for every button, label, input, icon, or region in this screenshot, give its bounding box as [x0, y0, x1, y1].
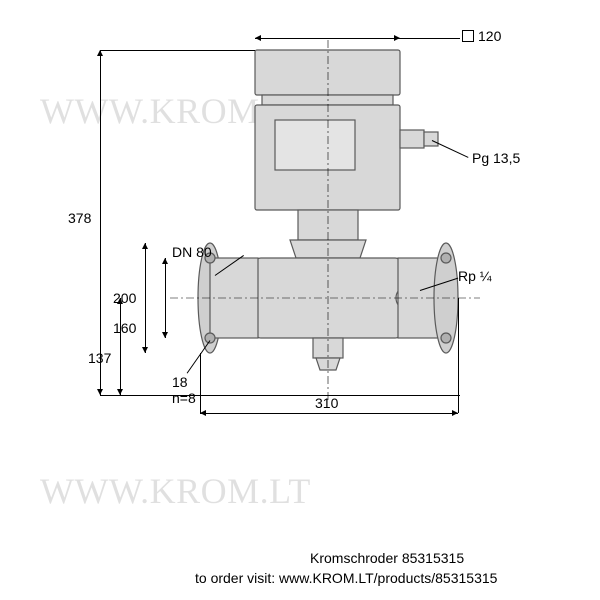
drawing-canvas: WWW.KROM.LT WWW.KROM.LT	[0, 0, 600, 600]
dim-line-200	[145, 243, 146, 353]
dim-extension	[400, 38, 460, 39]
dim-boxwidth: 120	[478, 28, 501, 44]
baseline	[100, 395, 460, 396]
ext-310-l	[200, 353, 201, 413]
dim-bolt-count: n=8	[172, 390, 196, 406]
dim-line-boxwidth	[255, 38, 400, 39]
dim-bolt-hole: 18	[172, 374, 188, 390]
footer-brand: Kromschroder 85315315	[310, 550, 464, 566]
dim-nominal-dia: DN 80	[172, 244, 212, 260]
arrow	[97, 50, 103, 56]
arrow	[162, 332, 168, 338]
arrow	[162, 258, 168, 264]
brand-text: Kromschroder	[310, 550, 398, 566]
square-symbol	[462, 30, 474, 42]
dim-flange-bcd: 160	[113, 320, 136, 336]
arrow	[117, 298, 123, 304]
dim-line-310	[200, 413, 458, 414]
ext-310-r	[458, 298, 459, 413]
arrow	[142, 243, 148, 249]
arrow	[452, 410, 458, 416]
dim-centerline-height: 137	[88, 350, 111, 366]
footer-order-text: to order visit: www.KROM.LT/products/853…	[195, 570, 497, 586]
dim-total-height: 378	[68, 210, 91, 226]
dim-line-378	[100, 50, 101, 395]
arrow	[142, 347, 148, 353]
dim-line-137	[120, 298, 121, 395]
dim-body-length: 310	[315, 395, 338, 411]
ext-378-top	[100, 50, 255, 51]
dim-cable-gland: Pg 13,5	[472, 150, 520, 166]
valve-drawing	[0, 0, 600, 540]
dim-line-160	[165, 258, 166, 338]
part-number: 85315315	[402, 550, 464, 566]
arrow	[255, 35, 261, 41]
arrow	[200, 410, 206, 416]
dim-port-thread: Rp ¼	[458, 268, 491, 284]
